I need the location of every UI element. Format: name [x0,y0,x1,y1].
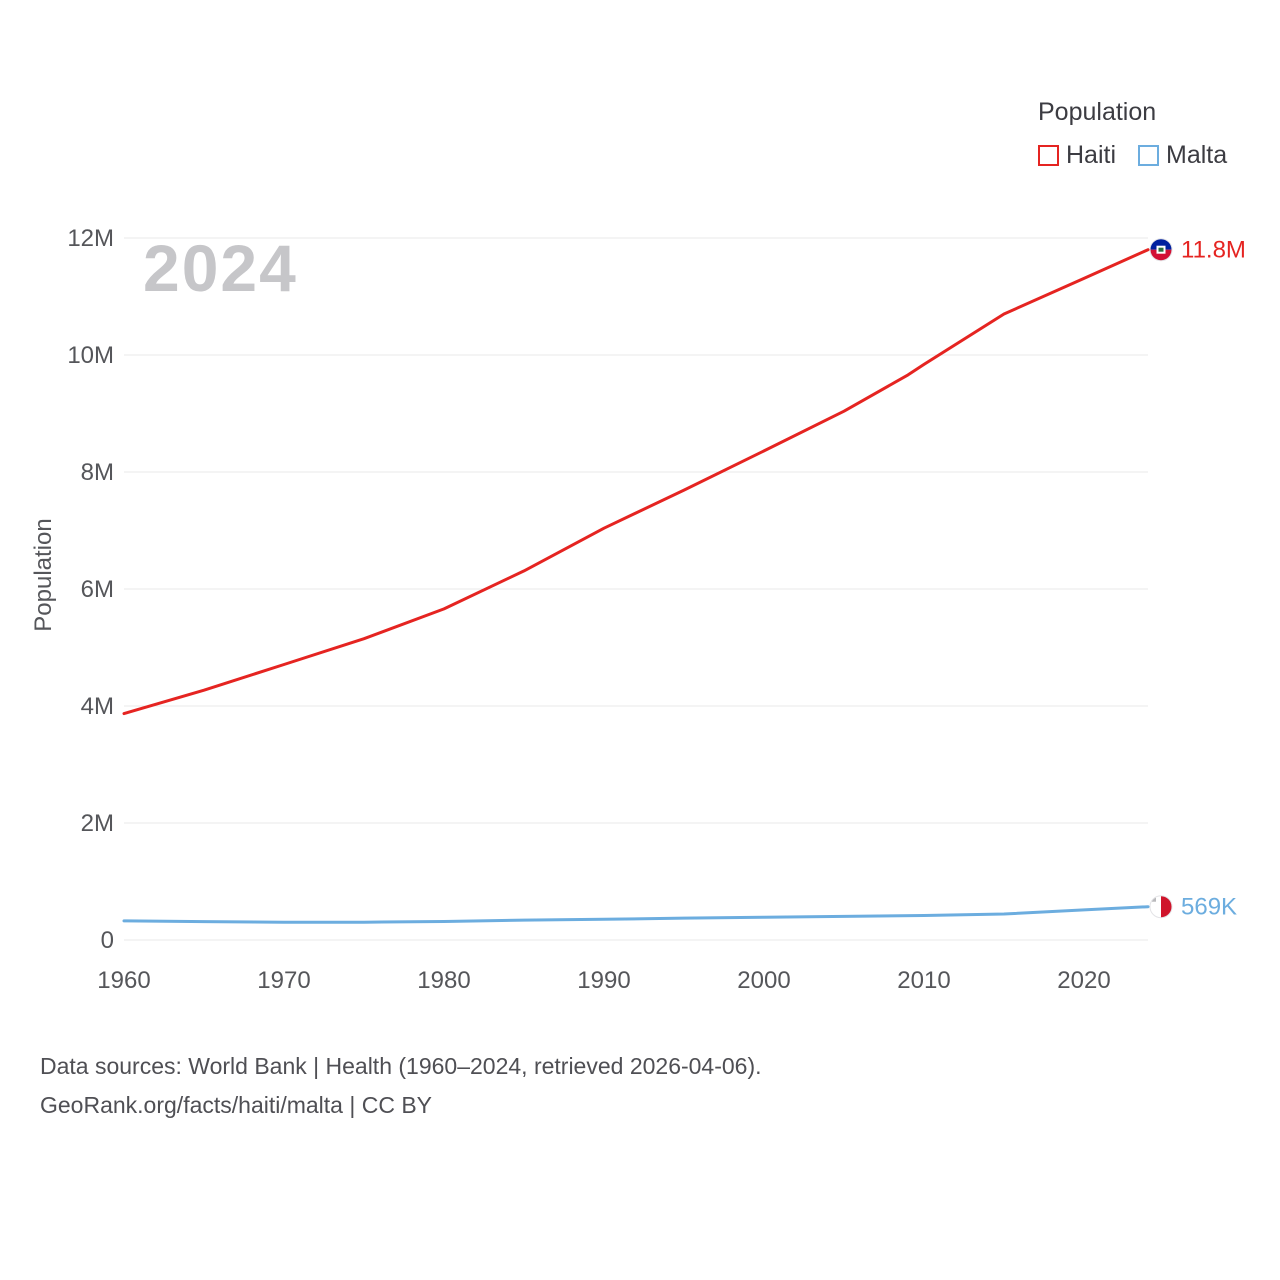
svg-text:569K: 569K [1181,894,1237,921]
svg-text:2020: 2020 [1057,967,1110,994]
data-sources-line: Data sources: World Bank | Health (1960–… [40,1053,762,1079]
legend-item-haiti[interactable]: Haiti [1038,141,1116,170]
attribution-footer: Data sources: World Bank | Health (1960–… [40,1047,762,1125]
svg-text:4M: 4M [81,693,114,720]
source-url-line: GeoRank.org/facts/haiti/malta | CC BY [40,1092,433,1118]
legend-label-haiti: Haiti [1066,141,1117,169]
svg-text:8M: 8M [81,459,114,486]
svg-text:1990: 1990 [577,967,630,994]
legend-label-malta: Malta [1166,141,1228,169]
legend-items: Haiti Malta [1038,141,1227,170]
svg-text:6M: 6M [81,576,114,603]
svg-text:10M: 10M [67,342,114,369]
legend-item-malta[interactable]: Malta [1138,141,1227,170]
svg-text:1960: 1960 [97,967,150,994]
watermark-year: 2024 [143,231,298,305]
svg-text:2M: 2M [81,810,114,837]
svg-text:2000: 2000 [737,967,790,994]
legend: Population Haiti Malta [1038,98,1227,170]
svg-text:0: 0 [101,927,114,954]
population-line-chart[interactable]: 0 2M 4M 6M 8M 10M 12M 1960 1970 1980 1990 2000 2010 2… [0,0,1280,1020]
legend-title: Population [1038,98,1157,126]
svg-text:12M: 12M [67,225,114,252]
svg-text:11.8M: 11.8M [1181,237,1246,264]
svg-text:1970: 1970 [257,967,310,994]
haiti-series-swatch [1038,145,1059,166]
svg-text:2010: 2010 [897,967,950,994]
malta-series-swatch [1138,145,1160,166]
svg-text:1980: 1980 [417,967,470,994]
